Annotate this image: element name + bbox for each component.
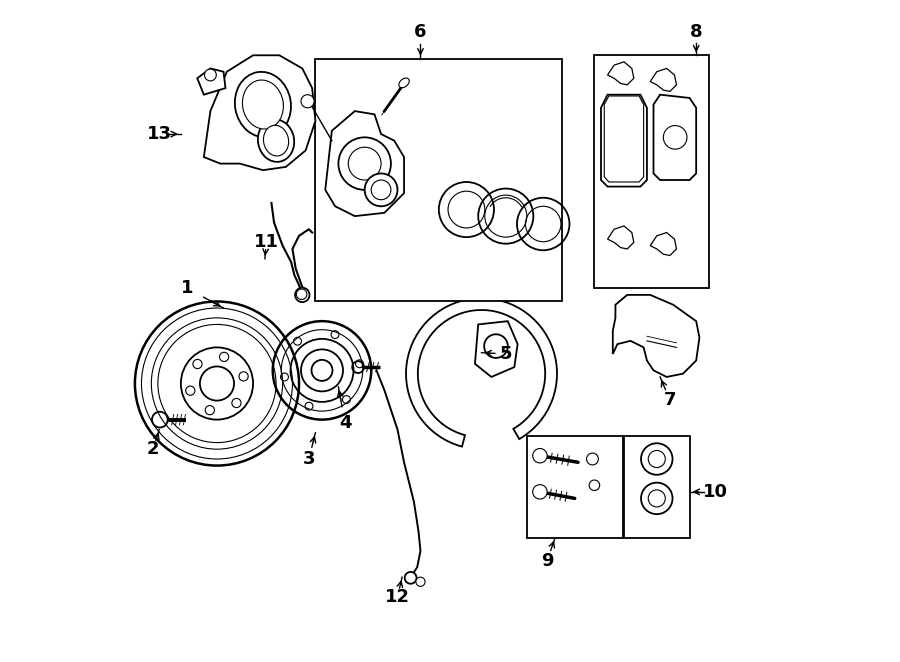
- Text: 2: 2: [147, 440, 159, 458]
- Circle shape: [533, 448, 547, 463]
- Circle shape: [204, 69, 216, 81]
- Wedge shape: [406, 298, 557, 447]
- Polygon shape: [613, 295, 699, 377]
- Circle shape: [338, 137, 391, 190]
- Circle shape: [301, 95, 314, 108]
- Circle shape: [648, 490, 665, 507]
- Circle shape: [484, 334, 508, 358]
- Polygon shape: [475, 321, 518, 377]
- Text: 13: 13: [148, 125, 173, 143]
- Circle shape: [296, 289, 307, 299]
- Circle shape: [295, 288, 310, 302]
- Polygon shape: [203, 56, 315, 170]
- Polygon shape: [601, 95, 647, 187]
- Ellipse shape: [258, 119, 294, 162]
- Text: 1: 1: [181, 279, 194, 297]
- Circle shape: [641, 483, 672, 514]
- Text: 9: 9: [541, 551, 554, 570]
- Polygon shape: [608, 62, 634, 85]
- Text: 10: 10: [704, 483, 728, 501]
- Circle shape: [648, 450, 665, 467]
- Polygon shape: [197, 68, 226, 95]
- Circle shape: [364, 173, 398, 207]
- Circle shape: [405, 572, 417, 584]
- Circle shape: [371, 180, 391, 200]
- Ellipse shape: [242, 80, 284, 129]
- Text: 4: 4: [338, 414, 351, 432]
- Circle shape: [669, 131, 681, 144]
- Polygon shape: [650, 68, 677, 91]
- Circle shape: [348, 147, 381, 180]
- Text: 6: 6: [414, 23, 427, 41]
- Text: 12: 12: [385, 588, 410, 606]
- Circle shape: [587, 453, 599, 465]
- Text: 11: 11: [254, 234, 279, 252]
- Circle shape: [641, 444, 672, 475]
- Polygon shape: [325, 111, 404, 216]
- Text: 7: 7: [663, 391, 676, 409]
- Ellipse shape: [399, 78, 410, 87]
- Text: 3: 3: [302, 450, 315, 468]
- Text: 8: 8: [690, 23, 703, 41]
- Bar: [624, 436, 689, 538]
- Bar: [315, 58, 562, 301]
- Bar: [594, 56, 709, 289]
- Circle shape: [663, 126, 687, 149]
- Ellipse shape: [264, 125, 289, 156]
- Polygon shape: [608, 226, 634, 249]
- Polygon shape: [604, 96, 644, 182]
- Polygon shape: [650, 232, 677, 256]
- Circle shape: [590, 480, 599, 491]
- Text: 5: 5: [500, 345, 512, 363]
- Ellipse shape: [235, 72, 291, 137]
- Circle shape: [533, 485, 547, 499]
- Polygon shape: [653, 95, 697, 180]
- Bar: [527, 436, 623, 538]
- Circle shape: [416, 577, 425, 587]
